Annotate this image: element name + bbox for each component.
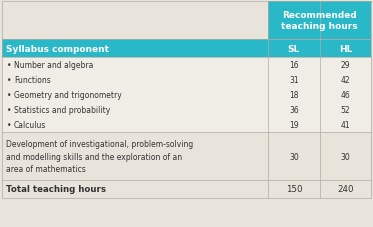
Text: 36: 36 (289, 106, 299, 114)
Text: 42: 42 (341, 76, 350, 85)
Text: HL: HL (339, 44, 352, 53)
Text: •: • (7, 76, 12, 85)
Text: Geometry and trigonometry: Geometry and trigonometry (14, 91, 122, 100)
Text: 19: 19 (289, 121, 299, 129)
Text: Number and algebra: Number and algebra (14, 61, 93, 70)
Text: •: • (7, 121, 12, 129)
Text: •: • (7, 61, 12, 70)
Text: 29: 29 (341, 61, 350, 70)
Bar (2, 58, 371, 132)
Bar (2, 40, 371, 58)
Text: Calculus: Calculus (14, 121, 46, 129)
Text: Development of investigational, problem-solving
and modelling skills and the exp: Development of investigational, problem-… (6, 139, 193, 173)
Text: Recommended
teaching hours: Recommended teaching hours (281, 10, 358, 31)
Text: •: • (7, 91, 12, 100)
Text: 30: 30 (289, 152, 299, 161)
Text: 41: 41 (341, 121, 350, 129)
Text: 240: 240 (337, 185, 354, 194)
Text: Functions: Functions (14, 76, 51, 85)
Bar (2, 180, 371, 198)
Text: 46: 46 (341, 91, 350, 100)
Text: Statistics and probability: Statistics and probability (14, 106, 110, 114)
Text: Syllabus component: Syllabus component (6, 44, 109, 53)
Text: 150: 150 (286, 185, 302, 194)
Bar (268, 2, 371, 40)
Bar (2, 132, 371, 180)
Text: 52: 52 (341, 106, 350, 114)
Text: •: • (7, 106, 12, 114)
Text: 16: 16 (289, 61, 299, 70)
Text: 30: 30 (341, 152, 350, 161)
Text: Total teaching hours: Total teaching hours (6, 185, 106, 194)
Text: SL: SL (288, 44, 300, 53)
Text: 31: 31 (289, 76, 299, 85)
Text: 18: 18 (289, 91, 299, 100)
